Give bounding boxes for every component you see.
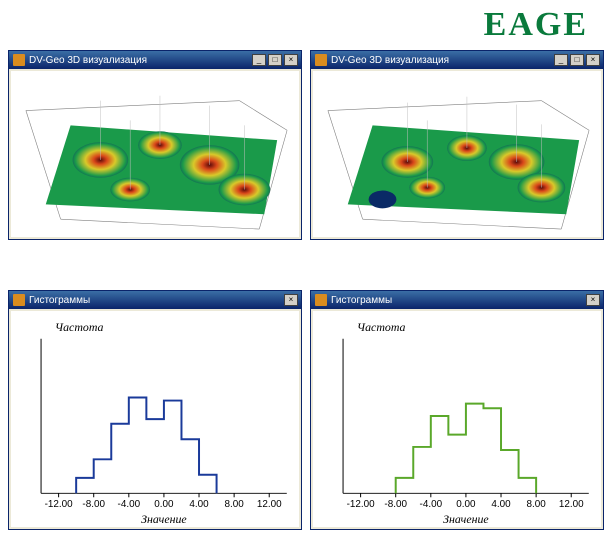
close-button[interactable]: × xyxy=(586,294,600,306)
svg-text:-4.00: -4.00 xyxy=(118,499,141,510)
app-icon xyxy=(315,54,327,66)
window-hist-left: Гистограммы × Частота -12.00 -8.00 -4.00 0.0… xyxy=(8,290,302,530)
window-title: DV-Geo 3D визуализация xyxy=(29,55,252,66)
window-title: Гистограммы xyxy=(29,295,284,306)
app-icon xyxy=(315,294,327,306)
window-title: DV-Geo 3D визуализация xyxy=(331,55,554,66)
svg-text:Частота: Частота xyxy=(357,320,406,334)
close-button[interactable]: × xyxy=(586,54,600,66)
svg-text:12.00: 12.00 xyxy=(559,499,584,510)
svg-text:Значение: Значение xyxy=(443,512,489,526)
svg-text:4.00: 4.00 xyxy=(491,499,511,510)
svg-text:-4.00: -4.00 xyxy=(420,499,443,510)
svg-text:-8.00: -8.00 xyxy=(384,499,407,510)
maximize-button[interactable]: □ xyxy=(268,54,282,66)
app-icon xyxy=(13,294,25,306)
svg-text:-12.00: -12.00 xyxy=(45,499,74,510)
titlebar[interactable]: Гистограммы × xyxy=(311,291,603,309)
app-icon xyxy=(13,54,25,66)
close-button[interactable]: × xyxy=(284,54,298,66)
titlebar[interactable]: DV-Geo 3D визуализация _ □ × xyxy=(311,51,603,69)
svg-text:8.00: 8.00 xyxy=(526,499,546,510)
svg-text:Частота: Частота xyxy=(55,320,104,334)
viewport-3d[interactable] xyxy=(11,71,299,237)
svg-text:-8.00: -8.00 xyxy=(82,499,105,510)
histogram-plot: Частота -12.00 -8.00 -4.00 0.00 4.00 8.00 12.00… xyxy=(11,311,299,527)
window-3d-right: DV-Geo 3D визуализация _ □ × xyxy=(310,50,604,240)
window-hist-right: Гистограммы × Частота -12.00 -8.00 -4.00 0.0… xyxy=(310,290,604,530)
svg-text:0.00: 0.00 xyxy=(154,499,174,510)
close-button[interactable]: × xyxy=(284,294,298,306)
titlebar[interactable]: DV-Geo 3D визуализация _ □ × xyxy=(9,51,301,69)
window-title: Гистограммы xyxy=(331,295,586,306)
svg-text:4.00: 4.00 xyxy=(189,499,209,510)
svg-text:12.00: 12.00 xyxy=(257,499,282,510)
minimize-button[interactable]: _ xyxy=(252,54,266,66)
window-3d-left: DV-Geo 3D визуализация _ □ × xyxy=(8,50,302,240)
histogram-plot: Частота -12.00 -8.00 -4.00 0.00 4.00 8.00 12.00… xyxy=(313,311,601,527)
viewport-3d[interactable] xyxy=(313,71,601,237)
brand-logo: EAGE xyxy=(484,6,588,44)
maximize-button[interactable]: □ xyxy=(570,54,584,66)
svg-text:-12.00: -12.00 xyxy=(347,499,376,510)
minimize-button[interactable]: _ xyxy=(554,54,568,66)
titlebar[interactable]: Гистограммы × xyxy=(9,291,301,309)
svg-text:8.00: 8.00 xyxy=(224,499,244,510)
svg-text:0.00: 0.00 xyxy=(456,499,476,510)
svg-text:Значение: Значение xyxy=(141,512,187,526)
